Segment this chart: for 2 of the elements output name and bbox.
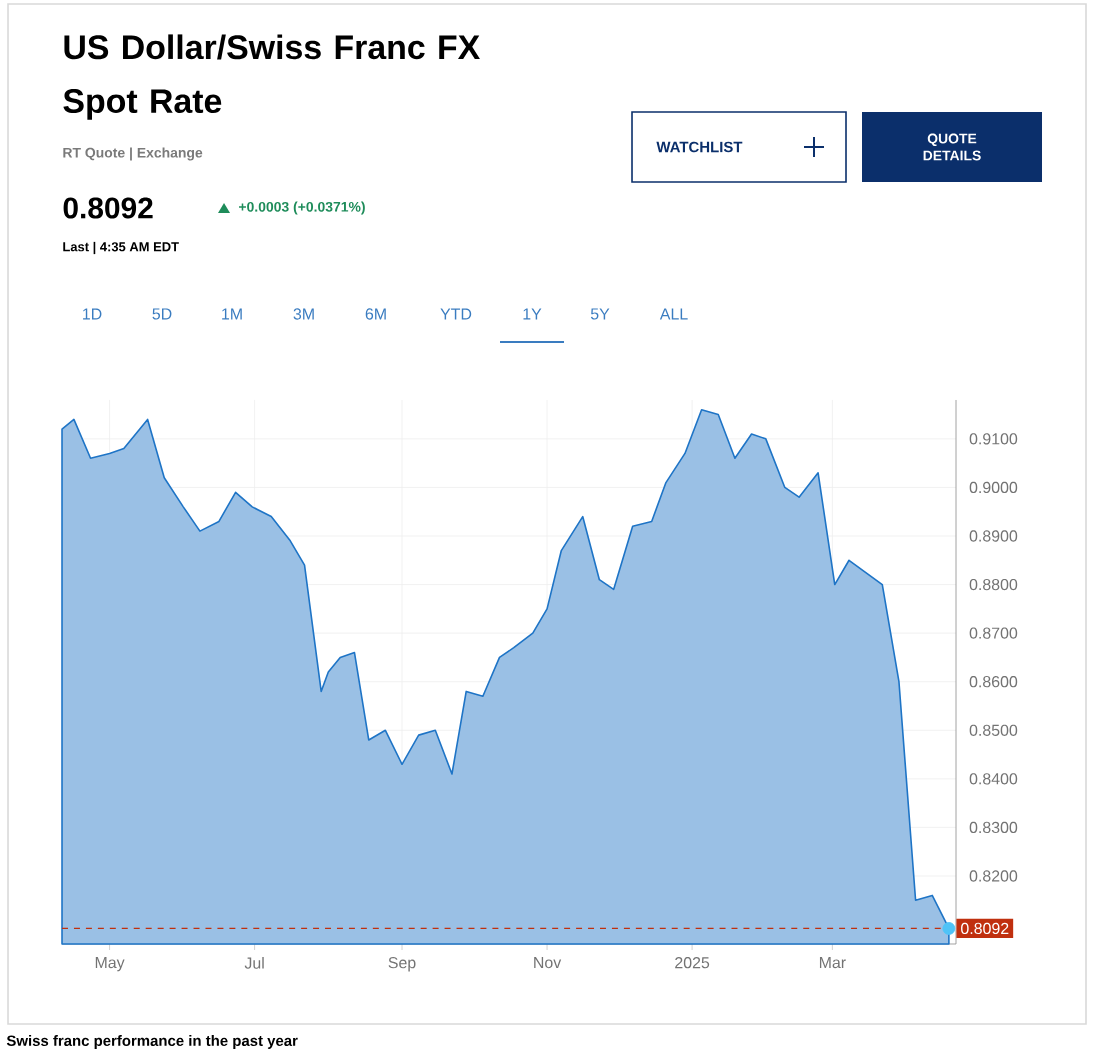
text: 0.8092 — [63, 197, 153, 219]
chart-title: US Dollar/Swiss Franc FX Spot Rate — [63, 34, 480, 120]
